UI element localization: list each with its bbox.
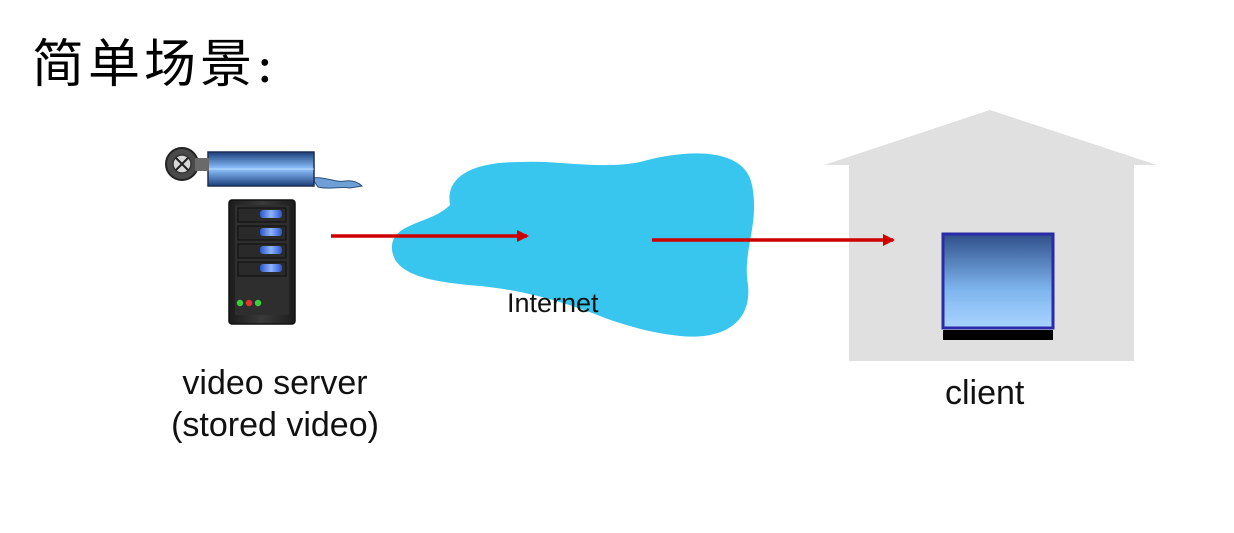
monitor-icon (941, 232, 1055, 340)
server-label-line2: (stored video) (171, 406, 379, 444)
page-title: 简单场景: (32, 35, 278, 95)
server-label-line1: video server (182, 364, 368, 402)
client-label: client (945, 374, 1025, 412)
server-tower-icon (228, 199, 296, 325)
internet-label: Internet (507, 288, 599, 318)
cloud-icon (391, 153, 755, 337)
film-reel-icon (165, 147, 364, 189)
server-label: video server (stored video) (140, 362, 410, 446)
